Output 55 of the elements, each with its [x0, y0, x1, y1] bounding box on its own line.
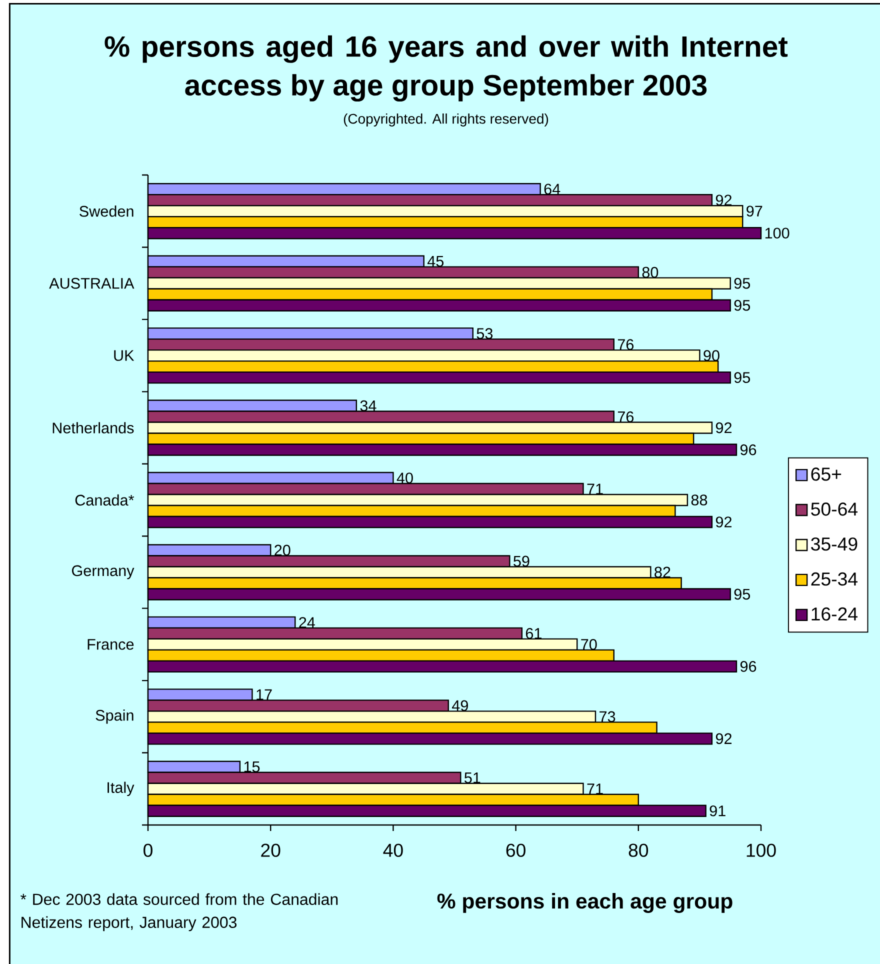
y-tick-label: UK [114, 350, 134, 361]
data-label: 64 [544, 184, 560, 195]
data-label: 76 [618, 339, 634, 350]
y-tick-label: Canada* [75, 494, 134, 506]
y-tick-label: Italy [108, 782, 134, 796]
data-label: 80 [642, 266, 658, 278]
legend-label: 25-34 [811, 572, 858, 586]
data-label: 82 [654, 566, 670, 578]
data-label: 70 [581, 639, 597, 650]
data-label: 97 [746, 206, 762, 217]
x-tick-label: 20 [261, 844, 280, 857]
data-label: 40 [396, 472, 413, 484]
x-tick-label: 100 [746, 844, 776, 857]
y-tick-label: France [88, 639, 134, 650]
data-label: 92 [716, 516, 732, 528]
data-label: 49 [452, 700, 468, 712]
data-label: 88 [691, 494, 708, 506]
x-tick-label: 40 [383, 844, 403, 857]
legend-label: 65+ [811, 468, 842, 481]
x-tick-label: 0 [144, 844, 152, 857]
data-label: 96 [740, 444, 756, 456]
y-tick-label: Netherlands [52, 422, 134, 434]
x-tick-label: 80 [628, 844, 648, 857]
legend-label: 50-64 [811, 502, 858, 516]
chart-subtitle: (Copyrighted. All rights reserved) [344, 113, 548, 127]
data-label: 95 [734, 300, 750, 311]
data-label: 96 [740, 661, 756, 672]
data-label: 95 [734, 372, 750, 383]
data-label: 15 [244, 762, 260, 772]
data-label: 73 [600, 711, 616, 722]
data-label: 92 [716, 733, 732, 744]
x-axis-title: % persons in each age group [437, 893, 732, 913]
data-label: 20 [274, 544, 290, 556]
data-label: 17 [256, 689, 272, 700]
chart-title: % persons aged 16 years and over with Internet access by age group September 2003 [104, 35, 788, 102]
y-tick-label: AUSTRALIA [49, 278, 134, 289]
data-label: 59 [514, 556, 530, 567]
legend-label: 16-24 [812, 607, 858, 621]
data-label: 90 [704, 350, 720, 361]
data-label: 34 [360, 400, 376, 412]
legend-label: 35-49 [811, 537, 858, 551]
text: * Dec 2003 data sourced from the Canadian Netizens report, January 2003 [20, 893, 338, 932]
data-label: 45 [427, 256, 444, 267]
data-label: 95 [734, 278, 750, 289]
data-label: 91 [710, 805, 726, 816]
data-label: 71 [587, 784, 603, 794]
y-tick-label: Germany [72, 565, 134, 580]
data-label: 100 [765, 228, 790, 239]
x-tick-label: 60 [506, 844, 526, 857]
data-label: 95 [734, 588, 750, 600]
data-label: 76 [618, 411, 634, 422]
y-tick-label: Sweden [80, 205, 134, 217]
y-tick-label: Spain [96, 710, 134, 724]
data-label: 92 [716, 422, 732, 434]
data-label: 51 [464, 772, 480, 784]
